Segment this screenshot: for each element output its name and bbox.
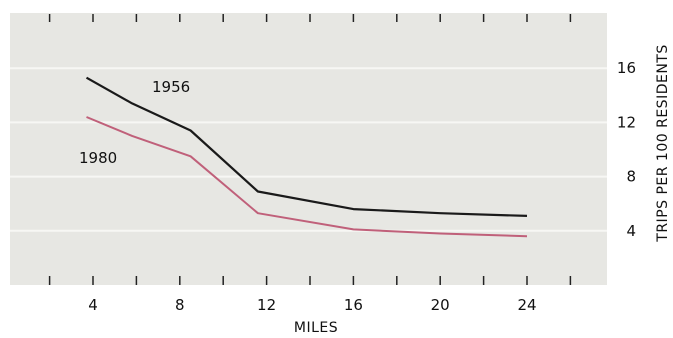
series-line-1956 bbox=[85, 76, 528, 217]
series-label-1956: 1956 bbox=[152, 78, 190, 96]
x-tick-label-8: 8 bbox=[175, 296, 185, 314]
y-tick-label-12: 12 bbox=[617, 113, 636, 131]
y-tick-label-16: 16 bbox=[617, 59, 636, 77]
plot-area bbox=[10, 13, 607, 285]
x-axis-title: MILES bbox=[294, 320, 338, 336]
x-tick-label-16: 16 bbox=[344, 296, 363, 314]
y-tick-labels: 4 8 12 16 bbox=[617, 59, 636, 240]
y-axis-title: TRIPS PER 100 RESIDENTS bbox=[655, 44, 671, 242]
x-tick-label-4: 4 bbox=[88, 296, 98, 314]
tick-marks bbox=[48, 14, 572, 285]
gridlines bbox=[10, 67, 607, 232]
x-tick-label-20: 20 bbox=[431, 296, 450, 314]
x-tick-label-12: 12 bbox=[257, 296, 276, 314]
y-tick-label-8: 8 bbox=[626, 168, 636, 186]
x-tick-label-24: 24 bbox=[517, 296, 536, 314]
x-tick-labels: 4 8 12 16 20 24 bbox=[88, 296, 536, 314]
series-line-1980 bbox=[86, 116, 528, 238]
y-tick-label-4: 4 bbox=[626, 222, 636, 240]
series-label-1980: 1980 bbox=[79, 149, 117, 167]
series-lines bbox=[85, 76, 528, 238]
